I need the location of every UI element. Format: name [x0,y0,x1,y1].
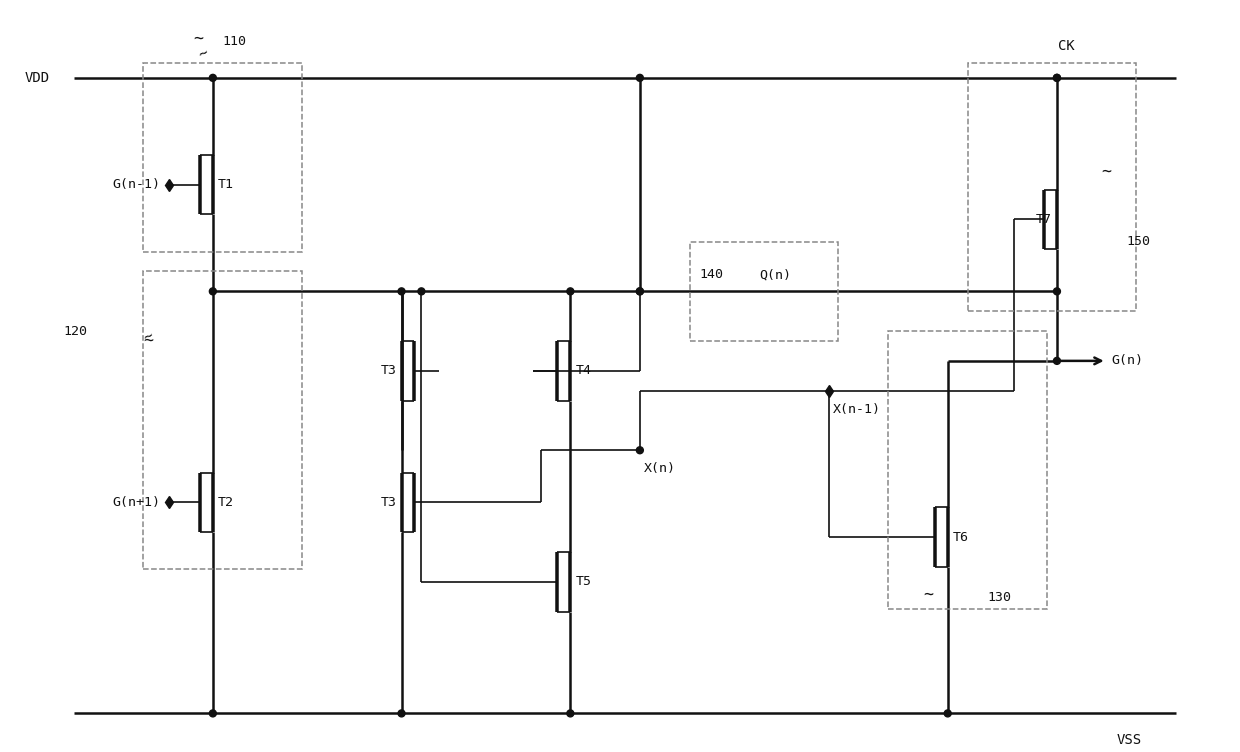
Circle shape [398,288,405,295]
Text: T2: T2 [218,496,234,509]
Circle shape [636,288,644,295]
Bar [144,63,303,252]
Text: T4: T4 [575,364,591,378]
Circle shape [1054,357,1060,365]
Text: X(n-1): X(n-1) [832,402,880,416]
Text: 110: 110 [223,35,247,48]
Circle shape [398,710,405,717]
Circle shape [636,288,644,295]
Text: G(n): G(n) [1111,354,1143,368]
Circle shape [636,447,644,453]
Circle shape [1054,74,1060,81]
Bar [888,331,1047,609]
Text: ~: ~ [193,30,203,48]
Text: 120: 120 [64,325,88,338]
Text: T7: T7 [1035,213,1052,226]
Text: G(n+1): G(n+1) [112,496,160,509]
Text: G(n-1): G(n-1) [112,178,160,191]
Circle shape [636,74,644,81]
Circle shape [567,710,574,717]
Circle shape [944,710,951,717]
Text: CK: CK [1059,39,1075,53]
Circle shape [210,710,216,717]
Text: ~: ~ [144,332,154,350]
Text: T5: T5 [575,575,591,588]
Text: 140: 140 [699,268,723,281]
Text: 130: 130 [987,591,1012,604]
Text: Q(n): Q(n) [759,268,791,281]
Text: VSS: VSS [1116,733,1142,747]
Text: ~: ~ [196,44,211,62]
Bar [689,241,838,341]
Circle shape [210,74,216,81]
Circle shape [210,288,216,295]
Text: VDD: VDD [24,71,50,85]
Bar [967,63,1136,311]
Text: ~: ~ [923,586,932,604]
Text: T1: T1 [218,178,234,191]
Circle shape [1054,288,1060,295]
Text: T3: T3 [381,496,397,509]
Text: ~: ~ [1101,163,1111,181]
Circle shape [418,288,425,295]
Text: X(n): X(n) [644,462,676,475]
Text: T3: T3 [381,364,397,378]
Text: ~: ~ [141,327,155,344]
Circle shape [1054,74,1060,81]
Text: T6: T6 [952,531,968,544]
Circle shape [567,288,574,295]
Bar [144,271,303,569]
Text: 150: 150 [1126,235,1151,248]
